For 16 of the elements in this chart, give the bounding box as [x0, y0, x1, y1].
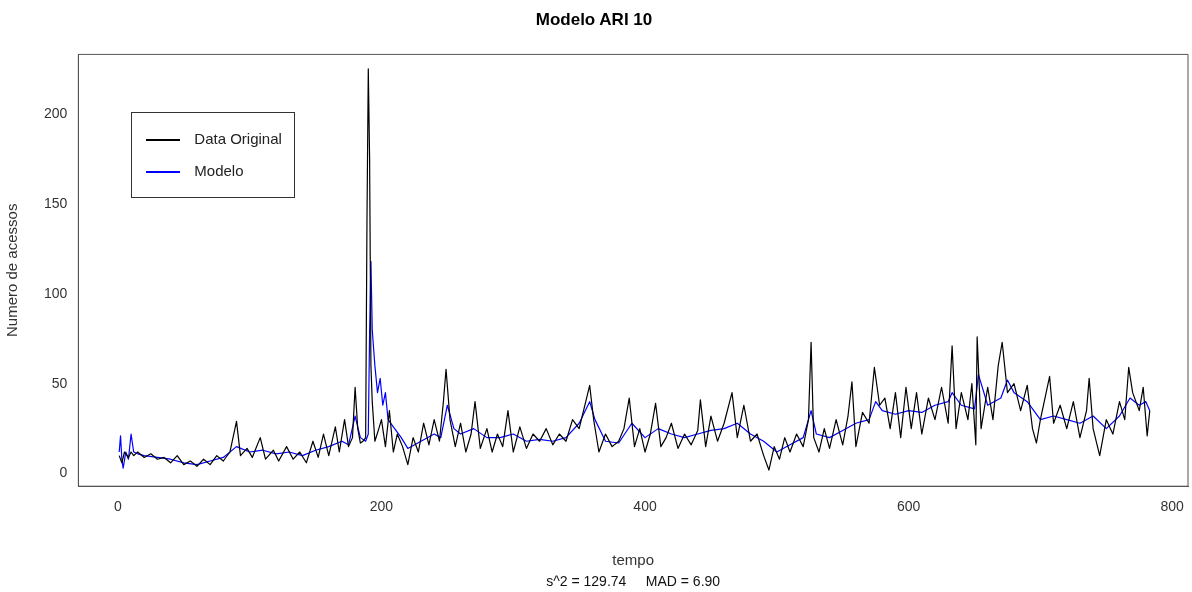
y-tick-label: 0: [59, 464, 68, 481]
x-axis-title: tempo: [612, 551, 655, 569]
legend-label: Modelo: [194, 162, 244, 180]
x-tick-label: 400: [633, 498, 657, 515]
x-tick-label: 600: [896, 498, 921, 515]
x-tick-label: 200: [369, 498, 394, 515]
y-tick-label: 200: [44, 104, 68, 121]
y-tick-label: 100: [44, 284, 68, 301]
x-tick-label: 800: [1160, 498, 1185, 515]
y-tick-label: 50: [51, 374, 68, 391]
y-axis-title: Numero de acessos: [3, 203, 21, 337]
x-tick-label: 0: [114, 498, 122, 515]
text: s^2 = 129.74 MAD = 6.90: [546, 573, 721, 589]
legend-label: Data Original: [194, 130, 282, 148]
chart-title: Modelo ARI 10: [535, 9, 653, 29]
y-tick-label: 150: [44, 194, 68, 211]
